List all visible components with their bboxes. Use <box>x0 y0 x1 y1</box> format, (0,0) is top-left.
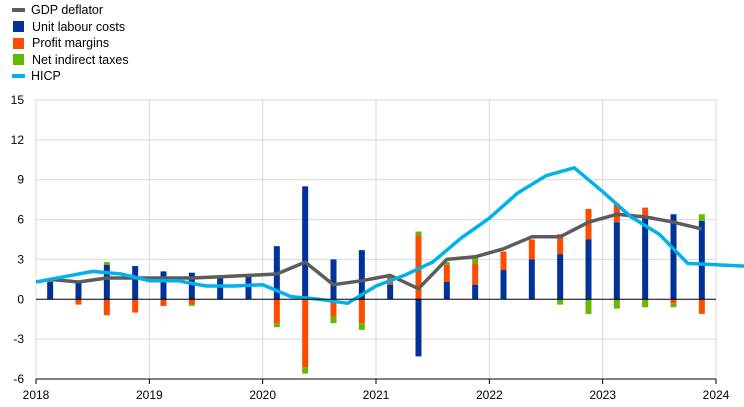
bar-profit-margins <box>528 239 535 260</box>
legend-label-hicp: HICP <box>31 69 61 84</box>
bar-net-indirect-taxes <box>585 299 592 314</box>
bar-unit-labour-costs <box>670 214 677 300</box>
bar-net-indirect-taxes <box>358 323 365 330</box>
bar-net-indirect-taxes <box>472 258 479 264</box>
bar-profit-margins <box>500 251 507 271</box>
bar-unit-labour-costs <box>698 220 705 300</box>
bar-net-indirect-taxes <box>613 299 620 309</box>
y-tick-label: 0 <box>17 292 24 306</box>
legend-item-hicp: HICP <box>12 68 129 85</box>
bar-profit-margins <box>160 299 167 306</box>
bar-unit-labour-costs <box>585 239 592 300</box>
bar-unit-labour-costs <box>472 284 479 300</box>
x-tick-label: 2019 <box>136 388 163 402</box>
bar-profit-margins <box>472 263 479 285</box>
bar-profit-margins <box>642 207 649 216</box>
bar-net-indirect-taxes <box>698 214 705 221</box>
legend-swatch-unit-labour-costs <box>13 21 24 33</box>
legend: GDP deflator Unit labour costs Profit ma… <box>12 2 129 85</box>
y-tick-label: 6 <box>17 213 24 227</box>
y-tick-label: -6 <box>13 372 24 386</box>
bar-unit-labour-costs <box>132 266 139 300</box>
x-tick-label: 2024 <box>703 388 730 402</box>
x-tick-label: 2023 <box>589 388 616 402</box>
bar-profit-margins <box>103 299 110 316</box>
bar-profit-margins <box>585 208 592 240</box>
bar-profit-margins <box>188 299 195 305</box>
bar-net-indirect-taxes <box>443 262 450 265</box>
y-tick-label: 9 <box>17 173 24 187</box>
bar-unit-labour-costs <box>528 259 535 300</box>
x-tick-label: 2021 <box>363 388 390 402</box>
bar-unit-labour-costs <box>358 250 365 300</box>
bar-profit-margins <box>132 299 139 313</box>
bar-profit-margins <box>443 264 450 283</box>
legend-item-profit-margins: Profit margins <box>12 35 129 52</box>
bar-unit-labour-costs <box>330 259 337 300</box>
line-group <box>35 166 744 306</box>
bar-unit-labour-costs <box>245 276 252 300</box>
x-tick-label: 2018 <box>23 388 50 402</box>
legend-item-gdp-deflator: GDP deflator <box>12 2 129 19</box>
legend-swatch-profit-margins <box>13 37 24 49</box>
y-tick-label: 3 <box>17 252 24 266</box>
bar-unit-labour-costs <box>75 282 82 300</box>
bar-unit-labour-costs <box>613 222 620 300</box>
bar-unit-labour-costs <box>103 264 110 300</box>
legend-item-unit-labour-costs: Unit labour costs <box>12 19 129 36</box>
legend-label-profit-margins: Profit margins <box>32 36 110 51</box>
legend-swatch-gdp-deflator <box>12 8 25 13</box>
bar-profit-margins <box>557 234 564 255</box>
bar-net-indirect-taxes <box>188 304 195 306</box>
bar-unit-labour-costs <box>217 278 224 300</box>
x-tick-label: 2020 <box>249 388 276 402</box>
bar-net-indirect-taxes <box>415 231 422 236</box>
bar-profit-margins <box>358 299 365 324</box>
line-hicp <box>35 166 744 306</box>
line-gdp-deflator <box>50 212 703 291</box>
bar-unit-labour-costs <box>387 284 394 300</box>
bar-profit-margins <box>75 299 82 305</box>
bar-net-indirect-taxes <box>330 316 337 324</box>
x-tick-label: 2022 <box>476 388 503 402</box>
bar-unit-labour-costs <box>47 282 54 300</box>
bar-unit-labour-costs <box>443 282 450 300</box>
bar-net-indirect-taxes <box>642 299 649 308</box>
bar-unit-labour-costs <box>642 215 649 300</box>
legend-label-unit-labour-costs: Unit labour costs <box>32 19 126 34</box>
y-tick-label: 15 <box>11 93 25 107</box>
bar-unit-labour-costs <box>557 254 564 300</box>
bar-unit-labour-costs <box>160 271 167 300</box>
bar-net-indirect-taxes <box>557 299 564 305</box>
bar-profit-margins <box>698 299 705 314</box>
bar-net-indirect-taxes <box>273 323 280 328</box>
bar-profit-margins <box>670 299 677 304</box>
axes: -6 -3 0 3 6 9 12 15 2018 2019 2020 2021 2022 2023 2024 <box>11 93 730 402</box>
y-tick-label: -3 <box>13 332 24 346</box>
bar-net-indirect-taxes <box>302 367 309 374</box>
legend-swatch-net-indirect-taxes <box>13 54 24 66</box>
bar-profit-margins <box>273 299 280 324</box>
y-tick-label: 12 <box>11 133 25 147</box>
bar-net-indirect-taxes <box>103 262 110 265</box>
bar-unit-labour-costs <box>415 299 422 357</box>
legend-item-net-indirect-taxes: Net indirect taxes <box>12 52 129 69</box>
bar-unit-labour-costs <box>302 186 309 300</box>
bar-unit-labour-costs <box>188 272 195 300</box>
legend-label-gdp-deflator: GDP deflator <box>31 3 104 18</box>
bar-profit-margins <box>330 299 337 317</box>
bar-unit-labour-costs <box>500 270 507 300</box>
bar-profit-margins <box>47 280 54 283</box>
legend-swatch-hicp <box>12 74 25 79</box>
bar-net-indirect-taxes <box>670 303 677 308</box>
legend-label-net-indirect-taxes: Net indirect taxes <box>32 52 129 67</box>
bar-profit-margins <box>302 299 309 368</box>
